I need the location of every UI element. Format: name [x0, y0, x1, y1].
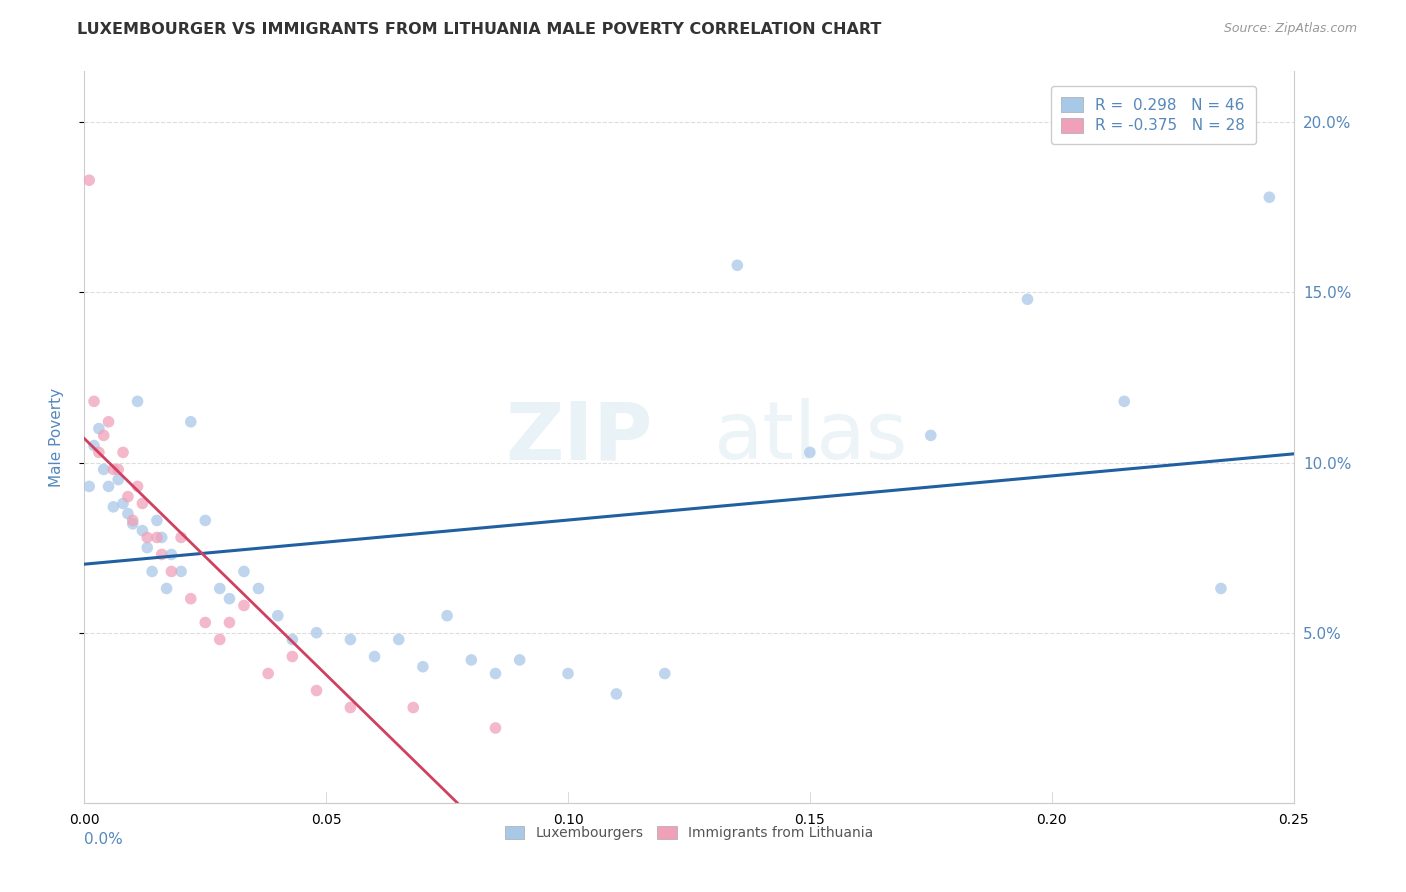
- Point: [920, 428, 942, 442]
- Point: [233, 565, 256, 579]
- Point: [146, 531, 169, 545]
- Point: [180, 415, 202, 429]
- Point: [654, 666, 676, 681]
- Legend: Luxembourgers, Immigrants from Lithuania: Luxembourgers, Immigrants from Lithuania: [498, 819, 880, 847]
- Text: LUXEMBOURGER VS IMMIGRANTS FROM LITHUANIA MALE POVERTY CORRELATION CHART: LUXEMBOURGER VS IMMIGRANTS FROM LITHUANI…: [77, 22, 882, 37]
- Point: [605, 687, 627, 701]
- Point: [97, 479, 120, 493]
- Point: [141, 565, 163, 579]
- Point: [87, 445, 110, 459]
- Point: [112, 496, 135, 510]
- Point: [112, 445, 135, 459]
- Point: [131, 496, 153, 510]
- Point: [1017, 293, 1039, 307]
- Point: [1209, 582, 1232, 596]
- Point: [117, 490, 139, 504]
- Point: [339, 632, 361, 647]
- Point: [87, 421, 110, 435]
- Point: [799, 445, 821, 459]
- Point: [388, 632, 411, 647]
- Point: [1114, 394, 1136, 409]
- Point: [208, 582, 231, 596]
- Text: atlas: atlas: [713, 398, 907, 476]
- Point: [150, 531, 173, 545]
- Point: [160, 548, 183, 562]
- Point: [218, 615, 240, 630]
- Point: [121, 516, 143, 531]
- Point: [103, 500, 125, 514]
- Point: [180, 591, 202, 606]
- Point: [160, 565, 183, 579]
- Point: [402, 700, 425, 714]
- Point: [460, 653, 482, 667]
- Point: [257, 666, 280, 681]
- Point: [150, 548, 173, 562]
- Point: [83, 394, 105, 409]
- Point: [107, 473, 129, 487]
- Point: [131, 524, 153, 538]
- Point: [121, 513, 143, 527]
- Point: [725, 258, 748, 272]
- Point: [127, 479, 149, 493]
- Point: [107, 462, 129, 476]
- Point: [97, 415, 120, 429]
- Point: [77, 479, 100, 493]
- Text: ZIP: ZIP: [505, 398, 652, 476]
- Point: [194, 615, 217, 630]
- Point: [103, 462, 125, 476]
- Y-axis label: Male Poverty: Male Poverty: [49, 387, 63, 487]
- Point: [305, 683, 328, 698]
- Point: [267, 608, 290, 623]
- Point: [170, 531, 193, 545]
- Point: [412, 659, 434, 673]
- Point: [484, 666, 506, 681]
- Point: [136, 541, 159, 555]
- Point: [218, 591, 240, 606]
- Point: [281, 649, 304, 664]
- Point: [557, 666, 579, 681]
- Text: Source: ZipAtlas.com: Source: ZipAtlas.com: [1223, 22, 1357, 36]
- Point: [509, 653, 531, 667]
- Point: [170, 565, 193, 579]
- Point: [247, 582, 270, 596]
- Point: [363, 649, 385, 664]
- Point: [208, 632, 231, 647]
- Point: [155, 582, 177, 596]
- Point: [93, 428, 115, 442]
- Point: [127, 394, 149, 409]
- Point: [484, 721, 506, 735]
- Point: [233, 599, 256, 613]
- Point: [436, 608, 458, 623]
- Point: [117, 507, 139, 521]
- Point: [1258, 190, 1281, 204]
- Point: [146, 513, 169, 527]
- Text: 0.0%: 0.0%: [84, 832, 124, 847]
- Point: [93, 462, 115, 476]
- Point: [77, 173, 100, 187]
- Point: [83, 439, 105, 453]
- Point: [194, 513, 217, 527]
- Point: [281, 632, 304, 647]
- Point: [136, 531, 159, 545]
- Point: [305, 625, 328, 640]
- Point: [339, 700, 361, 714]
